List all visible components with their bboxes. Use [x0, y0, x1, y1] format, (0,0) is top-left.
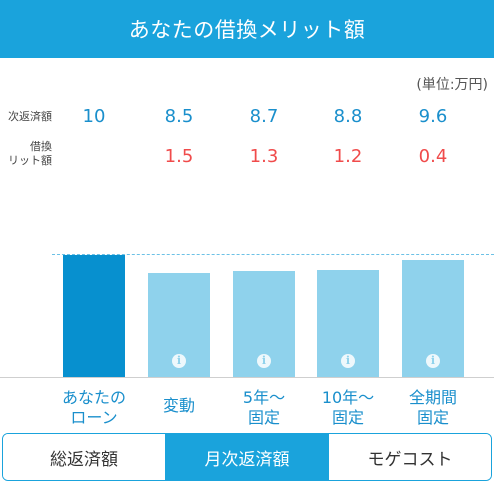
bar-2[interactable]: i — [233, 271, 295, 378]
unit-label: (単位:万円) — [416, 77, 488, 93]
tab-moge-cost[interactable]: モゲコスト — [328, 434, 491, 480]
view-tabs: 総返済額 月次返済額 モゲコスト — [2, 433, 492, 481]
page-title: あなたの借換メリット額 — [128, 18, 366, 42]
merit-value: 1.2 — [333, 146, 363, 167]
merit-value: 0.4 — [418, 146, 448, 167]
info-icon[interactable]: i — [341, 354, 355, 368]
merit-value: 1.5 — [164, 146, 194, 167]
row-label-merit-line2: リット額 — [8, 154, 52, 167]
category-label: 変動 — [162, 396, 195, 415]
monthly-value: 8.7 — [249, 106, 279, 127]
row-label-merit-line1: 借換 — [30, 140, 52, 153]
bar-0 — [63, 255, 125, 378]
merit-value: 1.3 — [249, 146, 279, 167]
category-label: 全期間 固定 — [408, 388, 457, 427]
reference-line — [52, 254, 494, 255]
info-icon[interactable]: i — [257, 354, 271, 368]
info-icon[interactable]: i — [426, 354, 440, 368]
monthly-value: 8.8 — [333, 106, 363, 127]
row-label-monthly: 次返済額 — [8, 110, 52, 123]
category-label: 10年〜 固定 — [321, 388, 375, 427]
tab-monthly-repayment[interactable]: 月次返済額 — [165, 434, 328, 480]
category-label: 5年〜 固定 — [242, 388, 286, 427]
bar-3[interactable]: i — [317, 270, 379, 378]
info-icon[interactable]: i — [172, 354, 186, 368]
bar-4[interactable]: i — [402, 260, 464, 378]
monthly-value: 8.5 — [164, 106, 194, 127]
tab-total-repayment[interactable]: 総返済額 — [3, 434, 165, 480]
monthly-value: 10 — [82, 106, 106, 127]
chart-baseline — [0, 377, 494, 378]
bar-1[interactable]: i — [148, 273, 210, 378]
header-bar: あなたの借換メリット額 — [0, 0, 494, 58]
monthly-value: 9.6 — [418, 106, 448, 127]
category-label: あなたの ローン — [61, 388, 126, 427]
